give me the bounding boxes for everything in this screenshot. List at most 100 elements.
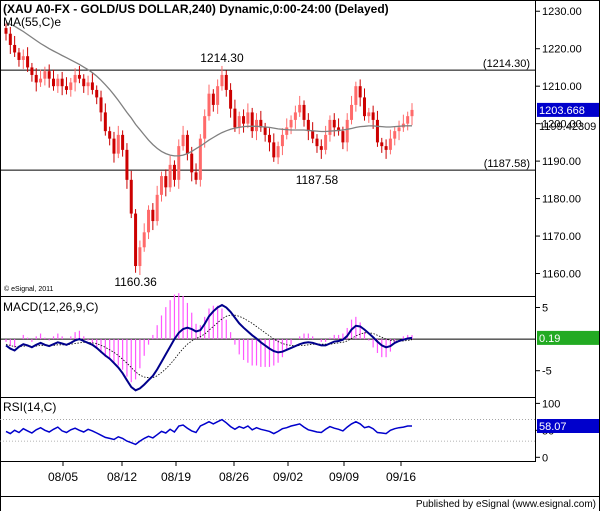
candle-body — [138, 247, 142, 267]
candle-body — [147, 209, 151, 233]
candle-body — [397, 127, 401, 132]
candle-body — [293, 112, 297, 120]
time-tick-label: 09/09 — [329, 470, 359, 484]
price-annotation: 1160.36 — [114, 275, 157, 289]
candle-body — [302, 104, 306, 120]
candle-body — [177, 146, 181, 180]
last-price-box — [537, 102, 599, 117]
candle-body — [30, 67, 34, 75]
candle-body — [69, 82, 73, 90]
candle-body — [367, 112, 371, 117]
price-panel: 1160.00 1170.00 1180.00 1190.00 1200.00 1210.… — [0, 6, 599, 289]
candle-body — [17, 52, 21, 60]
candle-body — [216, 86, 220, 105]
time-tick-label: 08/26 — [219, 470, 249, 484]
candle-body — [250, 112, 254, 132]
candle-body — [112, 138, 116, 154]
candle-body — [142, 232, 146, 248]
candle-body — [315, 138, 319, 147]
rsi-line — [5, 418, 412, 446]
price-annotation: 1187.58 — [296, 173, 339, 187]
copyright-text: © eSignal, 2011 — [4, 285, 54, 293]
candle-body — [375, 119, 379, 143]
candle-body — [159, 176, 163, 195]
candle-body — [211, 93, 215, 105]
candle-body — [194, 172, 198, 180]
price-tick-label: 1210.00 — [542, 81, 582, 93]
candle-body — [289, 119, 293, 128]
macd-panel: 5 -5 0.19 — [0, 293, 599, 392]
candle-body — [185, 134, 189, 154]
price-tick-label: 1170.00 — [542, 231, 581, 243]
candle-body — [90, 82, 94, 90]
price-tick-label: 1160.00 — [542, 269, 581, 281]
candle-body — [60, 78, 64, 87]
candle-body — [388, 138, 392, 150]
time-tick-label: 09/02 — [273, 470, 303, 484]
time-tick-label: 08/12 — [107, 470, 137, 484]
candle-body — [350, 104, 354, 120]
rsi-tick-label: 0 — [542, 452, 548, 464]
candle-body — [362, 97, 366, 117]
candle-body — [272, 142, 276, 158]
candle-body — [64, 86, 68, 90]
candle-body — [190, 153, 194, 173]
candle-body — [39, 78, 43, 83]
candle-body — [220, 74, 224, 87]
candle-body — [8, 33, 12, 45]
candle-body — [337, 127, 341, 132]
time-tick-label: 08/05 — [48, 470, 78, 484]
candle-body — [129, 179, 133, 214]
rsi-panel: 10050058.07 — [0, 398, 599, 464]
rsi-last-label: 58.07 — [539, 421, 567, 433]
macd-last-label: 0.19 — [539, 333, 560, 345]
macd-line — [5, 303, 413, 392]
candle-body — [164, 176, 168, 188]
candle-body — [125, 149, 129, 180]
candle-body — [242, 116, 246, 124]
chart-title: (XAU A0-FX - GOLD/US DOLLAR,240) Dynamic… — [3, 2, 389, 16]
time-tick-label: 09/16 — [386, 470, 416, 484]
ma-label: MA(55,C)e — [3, 15, 61, 29]
candle-body — [380, 142, 384, 147]
macd-last-box — [537, 330, 599, 345]
candle-body — [121, 134, 125, 150]
candle-body — [354, 86, 358, 105]
candle-body — [332, 119, 336, 128]
candle-body — [319, 146, 323, 150]
candle-body — [47, 71, 51, 79]
candle-body — [267, 134, 271, 143]
rsi-label: RSI(14,C) — [3, 400, 56, 414]
price-tick-label: 1230.00 — [542, 6, 582, 18]
candle-body — [298, 104, 302, 113]
candle-body — [155, 194, 159, 222]
candle-body — [181, 134, 185, 147]
candle-body — [311, 131, 315, 139]
price-tick-label: 1200.00 — [542, 119, 582, 131]
candle-body — [393, 131, 397, 139]
rsi-tick-label: 100 — [542, 398, 560, 410]
candle-body — [172, 164, 176, 180]
candle-body — [77, 74, 81, 79]
candle-body — [198, 138, 202, 180]
candle-body — [52, 78, 56, 87]
price-annotation: 1214.30 — [200, 51, 244, 65]
ma-value-label: 1199.42309 — [539, 121, 596, 133]
candle-body — [229, 89, 233, 109]
candle-body — [116, 134, 120, 154]
macd-tick-label: 5 — [542, 302, 548, 314]
candle-body — [276, 146, 280, 158]
candle-body — [86, 82, 90, 87]
candle-body — [371, 112, 375, 120]
candle-body — [237, 116, 241, 128]
candle-body — [26, 56, 30, 68]
last-price-label: 1203.668 — [539, 105, 585, 117]
candle-body — [4, 28, 8, 34]
candle-body — [73, 74, 77, 83]
candle-body — [34, 74, 38, 83]
candle-body — [246, 112, 250, 124]
candle-body — [233, 108, 237, 128]
candle-body — [82, 78, 86, 87]
